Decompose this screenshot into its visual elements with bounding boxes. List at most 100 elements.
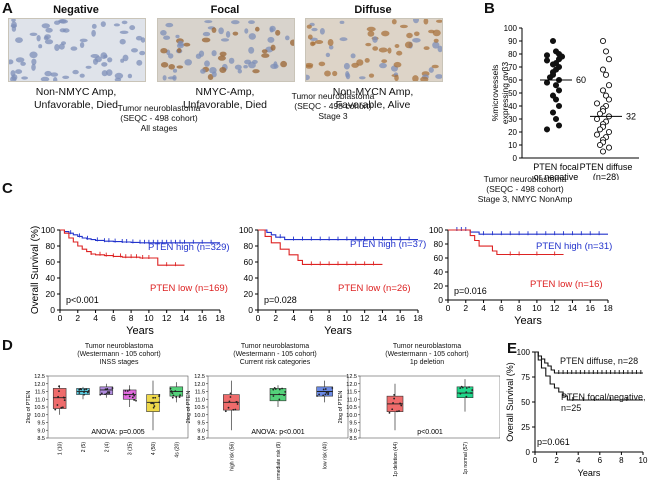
box-point (135, 399, 137, 402)
cell-nucleus (9, 59, 14, 65)
data-point (605, 144, 613, 151)
box-point (327, 393, 329, 396)
box-point (108, 392, 110, 395)
y-tick-label: 100 (239, 225, 253, 235)
cell-nucleus (378, 47, 388, 53)
cell-nucleus (399, 24, 408, 29)
box-point (58, 390, 60, 393)
y-tick-label: 10.5 (194, 405, 205, 411)
y-tick-label: 10.5 (346, 405, 357, 411)
cell-nucleus (366, 26, 376, 32)
box-point (153, 405, 156, 407)
cell-nucleus (372, 36, 378, 43)
data-point (543, 79, 551, 86)
x-tick-label: 6 (309, 313, 314, 323)
box-iqr (456, 386, 474, 399)
x-tick-label: 10 (144, 313, 154, 323)
title-line: Tumor neuroblastoma (117, 103, 201, 113)
data-point (605, 56, 613, 63)
y-tick-label: 10 (508, 141, 517, 150)
category-label: 2 (5) (81, 442, 87, 453)
cell-nucleus (381, 30, 390, 37)
y-tick-label: 50 (508, 89, 517, 98)
km-charts-c: 0 2 4 6 8 10 12 14 16 18020406080100YearsOverall … (30, 225, 613, 337)
y-tick-label: 60 (244, 257, 254, 267)
cell-nucleus (207, 74, 214, 80)
data-point (596, 126, 604, 133)
y-tick-label: 20 (46, 289, 56, 299)
data-point (549, 109, 557, 116)
y-tick-label: 11.5 (195, 390, 205, 396)
cell-nucleus (21, 76, 28, 80)
cell-nucleus (391, 19, 397, 25)
box-point (152, 406, 155, 409)
cell-nucleus (121, 20, 128, 25)
cell-nucleus (44, 39, 54, 45)
cell-nucleus (433, 38, 439, 43)
cell-nucleus (204, 20, 213, 24)
box-point (132, 392, 135, 395)
box-point (124, 389, 127, 392)
box-point (124, 393, 127, 396)
cell-nucleus (41, 23, 50, 29)
title-line: (SEQC - 498 cohort) (120, 113, 198, 123)
group-label-line: PTEN focal (533, 162, 579, 172)
box-point (324, 388, 327, 390)
box-point (86, 391, 89, 394)
box-point (104, 388, 107, 391)
cell-nucleus (437, 45, 442, 53)
box-point (229, 392, 232, 395)
image-caption-diffuse: Non-MYCN Amp, Favorable, Alive (293, 86, 453, 112)
cell-nucleus (31, 63, 36, 71)
x-axis-label: Years (126, 325, 154, 337)
box-point (171, 392, 174, 395)
data-point (552, 115, 560, 123)
category-label: 4 (50) (151, 442, 157, 455)
cell-nucleus (237, 68, 242, 74)
box-point (150, 402, 153, 405)
cell-nucleus (220, 38, 230, 42)
cell-nucleus (217, 55, 226, 61)
y-axis-label: Overall Survival (%) (505, 362, 515, 442)
box-point (459, 387, 462, 390)
x-tick-label: 0 (256, 313, 261, 323)
cell-nucleus (15, 57, 25, 63)
cell-nucleus (423, 46, 430, 50)
box-point (470, 392, 473, 394)
data-point (605, 82, 613, 89)
box-point (388, 411, 391, 414)
box-point (224, 410, 227, 413)
box-point (471, 389, 474, 391)
cell-nucleus (396, 50, 403, 56)
cell-nucleus (79, 38, 88, 43)
data-point (593, 131, 601, 138)
cell-nucleus (381, 59, 388, 63)
series-label-line: PTEN low (n=169) (150, 283, 228, 294)
x-tick-label: 18 (413, 313, 423, 323)
y-tick-label: 0 (526, 448, 531, 457)
cell-nucleus (140, 37, 145, 43)
box-point (169, 387, 172, 390)
y-tick-label: 10.0 (346, 413, 357, 419)
cell-nucleus (162, 75, 167, 81)
y-tick-label: 100 (517, 348, 531, 357)
series-label-line: PTEN focal/negative, (561, 392, 646, 402)
x-tick-label: 16 (395, 313, 405, 323)
box-point (63, 396, 66, 399)
cell-nucleus (129, 25, 136, 31)
y-tick-label: 80 (508, 50, 517, 59)
box-point (128, 395, 131, 398)
cell-nucleus (269, 25, 276, 32)
box-point (325, 391, 328, 394)
data-point (552, 96, 560, 103)
cell-nucleus (101, 62, 108, 67)
cell-nucleus (198, 50, 205, 57)
image-title-diffuse: Diffuse (354, 4, 392, 16)
y-tick-label: 40 (244, 273, 254, 283)
title-line: Stage 3 (318, 111, 348, 121)
y-tick-label: 60 (434, 253, 444, 263)
y-tick-label: 9.0 (197, 428, 205, 434)
cell-nucleus (252, 69, 260, 74)
cell-nucleus (175, 34, 180, 39)
survival-curve (535, 351, 643, 401)
